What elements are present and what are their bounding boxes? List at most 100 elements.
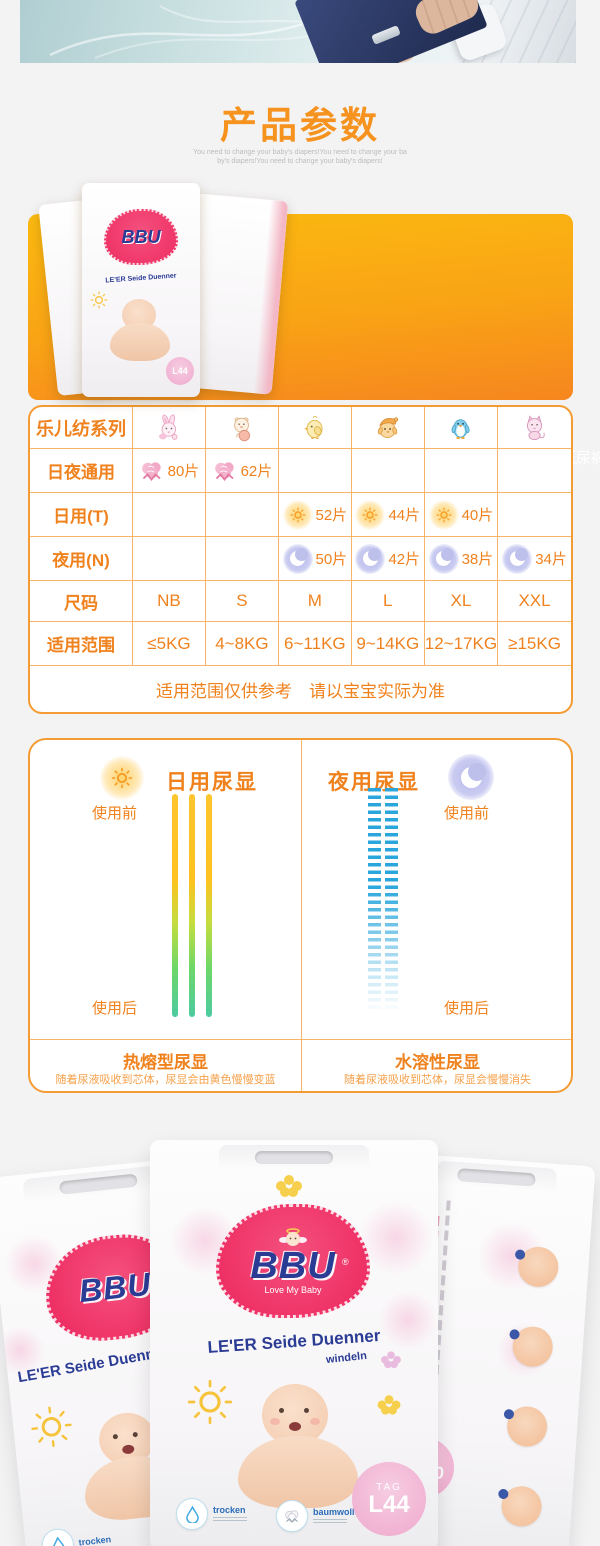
night-caption-title: 水溶性尿显 <box>395 1053 480 1072</box>
night-indicator-dashes <box>368 788 398 1020</box>
page-subtitle: You need to change your baby's diapers!Y… <box>0 148 600 166</box>
baby-illustration <box>262 1384 328 1446</box>
divider <box>30 1039 571 1040</box>
baumwolle-badge: baumwolle <box>276 1500 360 1532</box>
day-caption-desc: 随着尿液吸收到芯体，尿显会由黄色慢慢变蓝 <box>55 1074 276 1086</box>
moon-icon <box>355 543 386 574</box>
badge-label: trocken <box>213 1505 247 1523</box>
size-value: XL <box>424 581 499 622</box>
weight-range: 4~8KG <box>205 622 279 666</box>
table-cell-empty <box>133 493 206 537</box>
water-drop-icon <box>40 1527 76 1546</box>
weight-range: 6~11KG <box>278 622 352 666</box>
table-cell: 34片 <box>498 537 571 581</box>
table-cell: 42片 <box>351 537 425 581</box>
duck-icon <box>304 415 323 439</box>
table-cell-empty <box>133 537 206 581</box>
trocken-badge: trocken <box>40 1523 112 1546</box>
row-label-night: 夜用(N) <box>30 537 133 581</box>
pack-center: BBU LE'ER Seide Duenner L44 <box>82 183 200 397</box>
weight-range: ≥15KG <box>498 622 571 666</box>
flower-doodle-icon <box>381 1351 401 1369</box>
moon-icon <box>282 543 313 574</box>
table-cell-empty <box>205 493 279 537</box>
page-title: 产品参数 <box>220 105 380 146</box>
piece-count: 38片 <box>461 551 494 568</box>
page-subtitle-line1: You need to change your baby's diapers!Y… <box>193 149 407 156</box>
table-col-nb <box>133 407 206 449</box>
size-value: S <box>205 581 279 622</box>
doctor-photo <box>20 0 576 63</box>
water-drop-icon <box>176 1498 208 1530</box>
table-footnote: 适用范围仅供参考 请以宝宝实际为准 <box>156 681 445 701</box>
pack-handle <box>219 1145 369 1171</box>
row-label-size: 尺码 <box>30 581 133 622</box>
sun-doodle-icon <box>187 1379 233 1425</box>
owl-icon <box>377 416 398 438</box>
bear-icon <box>234 416 250 441</box>
sun-icon <box>282 499 313 530</box>
table-cell: 52片 <box>278 493 352 537</box>
badge-label: trocken <box>78 1534 112 1546</box>
badge-label: baumwolle <box>313 1507 360 1525</box>
row-label-daynight: 日夜通用 <box>30 449 133 493</box>
pack-center-front: BBU ® Love My Baby LE'ER Seide Duenner wi… <box>150 1140 438 1546</box>
table-col-xl <box>424 407 499 449</box>
tag-label: TAG <box>376 1481 402 1493</box>
day-indicator-title: 日用尿显 <box>166 771 258 794</box>
piece-count: 62片 <box>240 463 273 480</box>
row-label-day: 日用(T) <box>30 493 133 537</box>
cotton-icon <box>141 461 161 481</box>
sun-doodle-icon <box>31 1406 72 1447</box>
size-tag-l44: TAG L44 <box>352 1462 426 1536</box>
flower-doodle-icon <box>377 1395 401 1415</box>
table-cell: 62片 <box>205 449 279 493</box>
baby-illustration-body <box>238 1436 358 1508</box>
table-cell-empty <box>498 449 571 493</box>
table-cell-empty <box>351 449 425 493</box>
piece-count: 40片 <box>461 507 494 524</box>
cotton-icon <box>214 461 234 481</box>
piece-count: 42片 <box>388 551 421 568</box>
piece-count: 52片 <box>315 507 348 524</box>
usage-step-sticker <box>505 1405 549 1448</box>
night-caption-desc: 随着尿液吸收到芯体，尿显会慢慢消失 <box>344 1074 531 1086</box>
bbu-logo: BBU <box>104 209 178 265</box>
day-indicator-stripes <box>172 794 212 1017</box>
series-table: 乐儿纺系列 <box>28 405 573 714</box>
registered-mark: ® <box>342 1257 350 1267</box>
table-cell: 38片 <box>424 537 499 581</box>
table-col-s <box>205 407 279 449</box>
size-value: M <box>278 581 352 622</box>
table-cell-empty <box>278 449 352 493</box>
table-col-m <box>278 407 352 449</box>
table-cell: 40片 <box>424 493 499 537</box>
wetness-indicator-card: 日用尿显 使用前 使用后 夜用尿显 使用前 使用后 热熔型尿显 随着尿液吸收到芯… <box>28 738 573 1093</box>
table-cell-empty <box>205 537 279 581</box>
trocken-badge: trocken <box>176 1498 247 1530</box>
after-use-label: 使用后 <box>444 1000 490 1017</box>
table-cell-empty <box>498 493 571 537</box>
moon-icon <box>448 754 494 800</box>
piece-count: 34片 <box>535 551 567 568</box>
brand-tagline: Love My Baby <box>264 1285 322 1295</box>
penguin-icon <box>451 418 470 439</box>
size-value: L <box>351 581 425 622</box>
brand-text: BBU ® <box>250 1245 350 1287</box>
pack-handle <box>435 1160 558 1195</box>
size-value: XXL <box>498 581 571 622</box>
brand-text: BBU <box>77 1265 154 1310</box>
piece-count: 80片 <box>167 463 200 480</box>
sun-icon <box>100 756 144 800</box>
size-value: NB <box>133 581 206 622</box>
sun-icon <box>355 499 386 530</box>
divider <box>300 740 302 1091</box>
pack-product-subline: windeln <box>325 1349 368 1367</box>
table-cell: 80片 <box>133 449 206 493</box>
tag-size: L44 <box>368 1490 410 1518</box>
weight-range: 12~17KG <box>424 622 499 666</box>
pack-product-line: LE'ER Seide Duenner <box>105 272 177 285</box>
table-col-xxl <box>498 407 571 449</box>
table-cell: 50片 <box>278 537 352 581</box>
